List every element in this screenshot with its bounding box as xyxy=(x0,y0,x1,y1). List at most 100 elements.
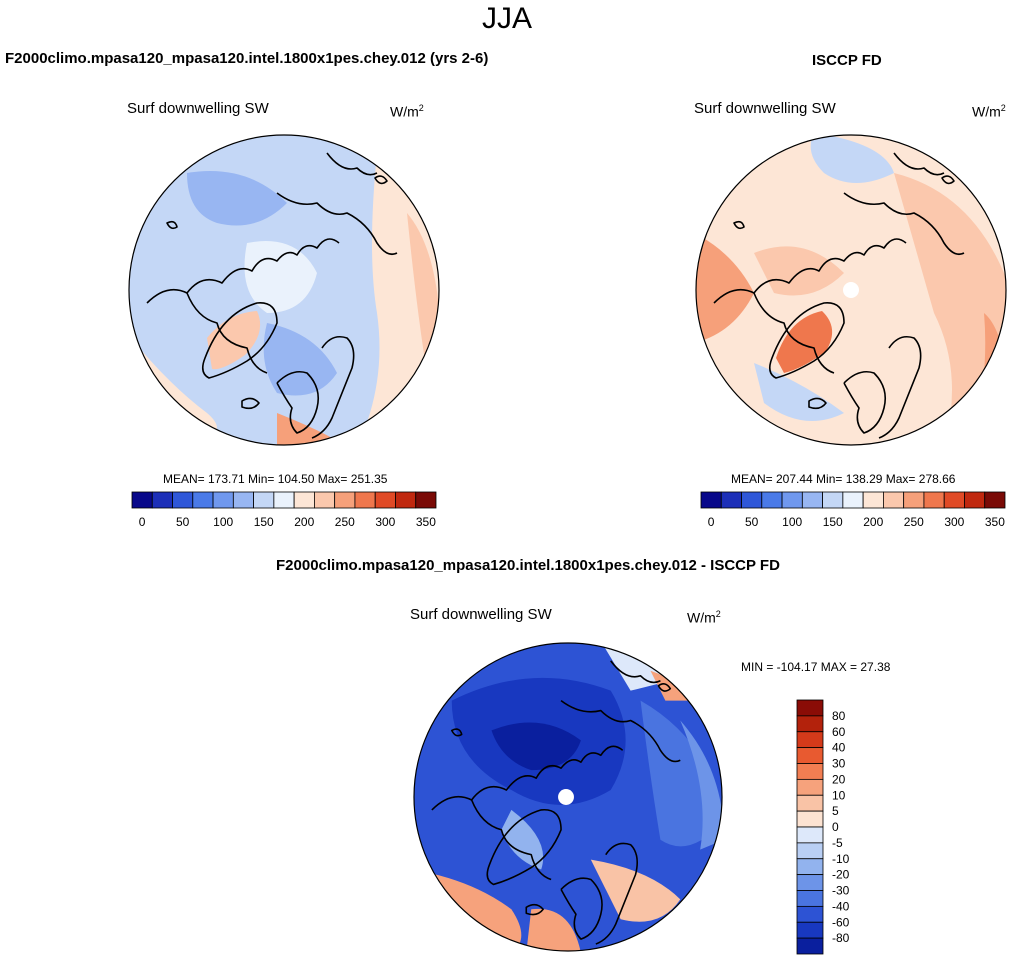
units-label-diff: W/m2 xyxy=(687,609,721,626)
colorbar-swatch xyxy=(395,491,417,509)
colorbar-tick-label: 250 xyxy=(904,515,924,529)
figure-main-title: JJA xyxy=(481,2,532,35)
colorbar-obs: 0 50 100 150 200 250 300 350 xyxy=(700,491,1006,529)
colorbar-swatch xyxy=(796,715,824,733)
colorbar-swatch xyxy=(720,491,742,509)
colorbar-swatch xyxy=(796,699,824,717)
colorbar-tick-label: 350 xyxy=(985,515,1005,529)
colorbar-tick-label: 30 xyxy=(832,757,846,771)
colorbar-tick-label: 80 xyxy=(832,709,846,723)
colorbar-swatch xyxy=(796,794,824,812)
colorbar-swatch xyxy=(232,491,255,509)
colorbar-swatch xyxy=(781,491,803,509)
coastline xyxy=(560,877,603,940)
colorbar-tick-label: 150 xyxy=(823,515,843,529)
colorbar-tick-label: 100 xyxy=(213,515,233,529)
colorbar-tick-label: 300 xyxy=(944,515,964,529)
pole-mask xyxy=(843,282,859,298)
colorbar-tick-label: 200 xyxy=(863,515,883,529)
field-contour-region xyxy=(526,908,581,952)
coastline xyxy=(733,220,745,230)
panel-title-obs: ISCCP FD xyxy=(812,52,882,69)
map-boundary xyxy=(695,134,1007,446)
colorbar-swatch xyxy=(354,491,376,509)
field-contour-region xyxy=(491,722,581,771)
field-contour-region xyxy=(754,246,844,296)
coastline xyxy=(808,397,827,410)
colorbar-swatch xyxy=(796,763,824,780)
colorbar-swatch xyxy=(964,491,986,509)
colorbar-swatch xyxy=(796,810,824,828)
colorbar-swatch xyxy=(741,491,763,509)
colorbar-swatch xyxy=(796,858,824,876)
field-contour-region xyxy=(650,670,691,701)
field-contour-region xyxy=(776,311,833,373)
colorbar-swatch xyxy=(943,491,965,509)
coastline xyxy=(146,238,340,304)
colorbar-swatch xyxy=(822,491,844,509)
colorbar-tick-label: 0 xyxy=(139,515,146,529)
colorbar-swatch xyxy=(212,491,234,509)
coastline xyxy=(610,660,661,684)
colorbar-swatch xyxy=(796,826,824,844)
coastline xyxy=(470,799,552,881)
variable-label-diff: Surf downwelling SW xyxy=(410,606,552,623)
colorbar-swatch xyxy=(192,491,214,509)
units-label-obs: W/m2 xyxy=(972,103,1006,120)
polar-map-obs xyxy=(695,134,1007,446)
colorbar-tick-label: -30 xyxy=(832,884,850,898)
coastline xyxy=(276,192,398,256)
polar-map-difference xyxy=(413,642,723,952)
coastline xyxy=(450,728,463,737)
colorbar-model: 0 50 100 150 200 250 300 350 xyxy=(131,491,437,529)
colorbar-swatch xyxy=(273,491,295,509)
colorbar-swatch xyxy=(796,778,824,796)
colorbar-swatch xyxy=(796,874,824,891)
colorbar-swatch xyxy=(293,491,315,509)
colorbar-swatch xyxy=(172,491,194,509)
colorbar-swatch xyxy=(903,491,925,509)
coastline xyxy=(941,175,955,185)
field-contour-region xyxy=(263,323,337,396)
colorbar-swatch xyxy=(796,905,824,923)
coastline xyxy=(241,397,260,410)
colorbar-tick-label: 350 xyxy=(416,515,436,529)
colorbar-swatch xyxy=(882,491,905,509)
colorbar-tick-label: 150 xyxy=(254,515,274,529)
coastline xyxy=(595,842,638,945)
colorbar-tick-label: 60 xyxy=(832,725,846,739)
coastline xyxy=(525,903,544,916)
colorbar-swatch xyxy=(374,491,396,509)
colorbar-tick-label: 50 xyxy=(745,515,759,529)
coastline xyxy=(753,292,835,374)
map-boundary xyxy=(128,134,440,446)
colorbar-tick-label: 250 xyxy=(335,515,355,529)
colorbar-swatch xyxy=(761,491,783,509)
field-contour-region xyxy=(590,859,681,922)
colorbar-tick-label: 0 xyxy=(832,820,839,834)
colorbar-swatch xyxy=(334,491,356,509)
colorbar-swatch xyxy=(801,491,824,509)
coastline xyxy=(276,370,320,434)
coastline xyxy=(486,808,562,886)
colorbar-swatch xyxy=(842,491,864,509)
colorbar-swatch xyxy=(796,937,824,955)
colorbar-tick-label: 5 xyxy=(832,804,839,818)
coastline xyxy=(768,302,845,379)
field-contour-region xyxy=(187,171,287,226)
colorbar-tick-label: -80 xyxy=(832,931,850,945)
field-contour-region xyxy=(207,311,261,370)
coastline xyxy=(657,683,672,692)
stats-obs: MEAN= 207.44 Min= 138.29 Max= 278.66 xyxy=(731,472,956,486)
colorbar-swatch xyxy=(862,491,884,509)
panel-title-model: F2000climo.mpasa120_mpasa120.intel.1800x… xyxy=(5,50,489,67)
colorbar-swatch xyxy=(796,747,824,764)
colorbar-tick-label: -5 xyxy=(832,836,843,850)
colorbar-swatch xyxy=(415,491,437,509)
coastline xyxy=(713,238,907,304)
colorbar-tick-label: 10 xyxy=(832,788,846,802)
pole-mask xyxy=(558,789,574,805)
colorbar-tick-label: 20 xyxy=(832,772,846,786)
variable-label-model: Surf downwelling SW xyxy=(127,100,269,117)
coastline xyxy=(201,302,278,379)
